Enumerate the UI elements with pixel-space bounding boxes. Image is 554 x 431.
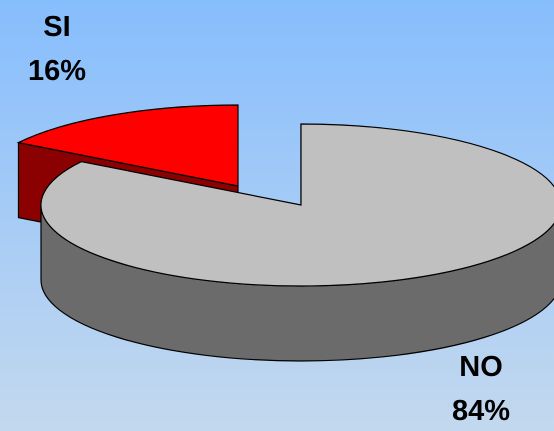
slice-label-si-name: SI <box>43 11 71 43</box>
slice-label-si-percent: 16% <box>27 55 87 87</box>
pie-top-layer <box>16 104 554 287</box>
slice-label-no-name: NO <box>459 351 503 383</box>
pie-slice-no-top <box>40 123 554 287</box>
slice-label-si: SI 16% <box>12 5 102 93</box>
slice-label-no-percent: 84% <box>451 395 511 427</box>
slice-label-no: NO 84% <box>436 345 526 431</box>
pie-slice-si-top <box>16 104 239 187</box>
